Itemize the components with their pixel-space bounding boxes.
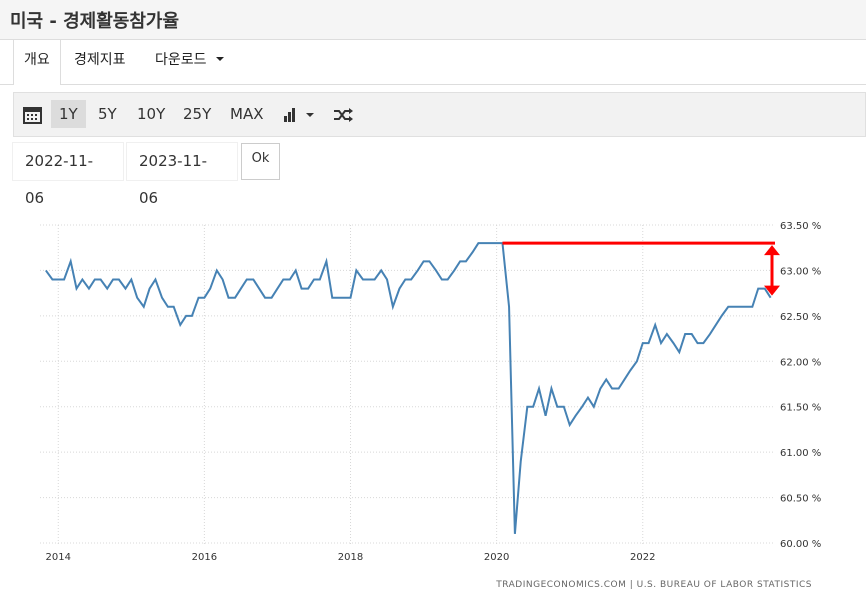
y-tick-label: 63.50 % xyxy=(780,221,821,232)
arrow-head xyxy=(764,285,780,296)
source-note: TRADINGECONOMICS.COM | U.S. BUREAU OF LA… xyxy=(495,580,812,590)
tab[interactable]: 경제지표 xyxy=(74,52,126,68)
chart-type-icon[interactable] xyxy=(282,105,318,125)
x-tick-label: 2020 xyxy=(484,552,509,563)
header: 미국 - 경제활동참가율 xyxy=(0,0,866,40)
end-date-input[interactable]: 2023-11-06 xyxy=(127,143,237,207)
y-tick-label: 63.00 % xyxy=(780,266,821,277)
x-tick-label: 2016 xyxy=(192,552,217,563)
tab-label: 다운로드 xyxy=(155,52,207,68)
x-tick-label: 2014 xyxy=(46,552,71,563)
chart: 60.00 % 60.50 % 61.00 % 61.50 % 62.00 % 62.50… xyxy=(40,221,821,590)
ok-button[interactable]: Ok xyxy=(241,143,280,180)
y-tick-label: 61.50 % xyxy=(780,403,821,414)
tab-bar: 개요 경제지표 다운로드 xyxy=(0,40,866,85)
calendar-icon[interactable] xyxy=(23,105,43,125)
page-title: 미국 - 경제활동참가율 xyxy=(10,11,180,32)
x-tick-label: 2018 xyxy=(338,552,363,563)
y-tick-label: 60.50 % xyxy=(780,494,821,505)
y-tick-label: 62.50 % xyxy=(780,312,821,323)
y-tick-label: 60.00 % xyxy=(780,539,821,550)
range-button[interactable]: 25Y xyxy=(183,105,212,123)
toolbar: 1Y 5Y 10Y 25Y MAX xyxy=(13,92,866,137)
tab[interactable]: 다운로드 xyxy=(155,40,225,85)
y-tick-label: 61.00 % xyxy=(780,448,821,459)
shuffle-icon[interactable] xyxy=(332,105,354,125)
dropdown-caret xyxy=(215,57,224,61)
range-button[interactable]: 5Y xyxy=(98,105,117,123)
y-tick-label: 62.00 % xyxy=(780,357,821,368)
arrow-head xyxy=(764,245,780,256)
tab[interactable]: 개요 xyxy=(13,40,61,85)
range-button[interactable]: 1Y xyxy=(51,100,86,128)
range-button[interactable]: MAX xyxy=(230,105,264,123)
range-button[interactable]: 10Y xyxy=(137,105,166,123)
x-tick-label: 2022 xyxy=(630,552,655,563)
data-line xyxy=(45,242,772,534)
start-date-input[interactable]: 2022-11-06 xyxy=(13,143,123,207)
